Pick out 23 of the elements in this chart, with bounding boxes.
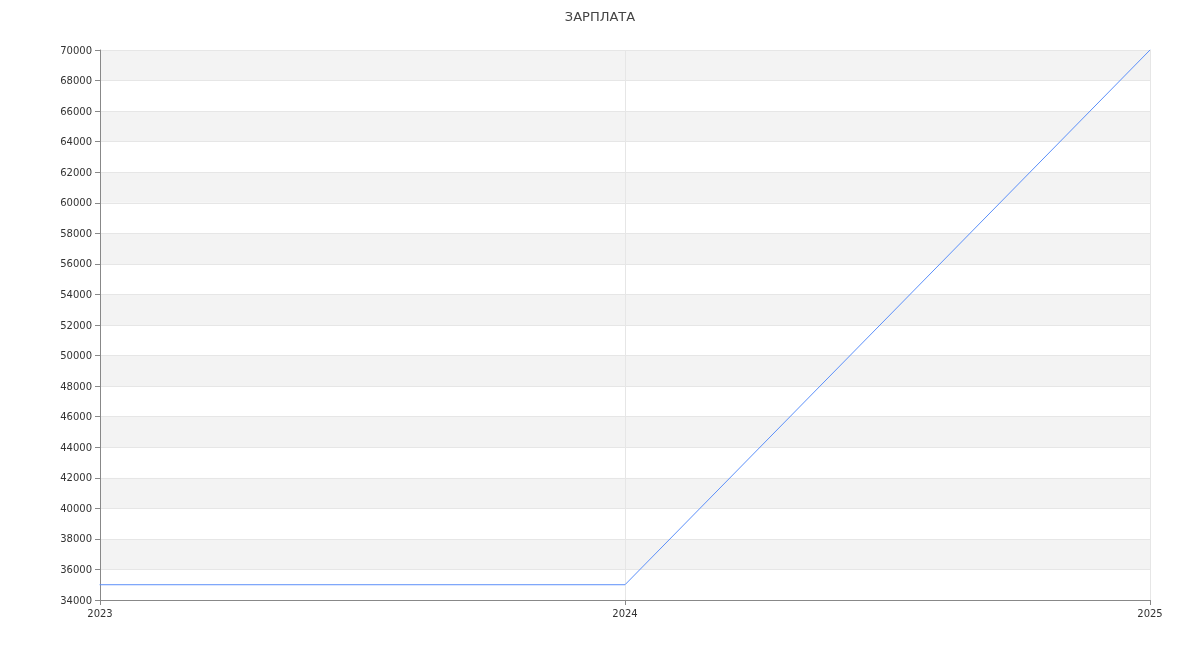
y-tick-label: 58000: [60, 227, 92, 239]
y-tick-label: 38000: [60, 533, 92, 545]
y-tick-label: 36000: [60, 563, 92, 575]
y-tick-label: 62000: [60, 166, 92, 178]
y-tick-label: 50000: [60, 350, 92, 362]
y-tick-label: 34000: [60, 594, 92, 606]
y-tick-label: 54000: [60, 288, 92, 300]
chart-title: ЗАРПЛАТА: [564, 9, 636, 24]
y-tick-label: 60000: [60, 197, 92, 209]
x-tick-label: 2025: [1137, 607, 1163, 619]
y-tick-label: 68000: [60, 75, 92, 87]
y-tick-label: 42000: [60, 472, 92, 484]
y-tick-label: 52000: [60, 319, 92, 331]
y-tick-label: 66000: [60, 105, 92, 117]
x-tick-label: 2023: [87, 607, 113, 619]
x-tick-label: 2024: [612, 607, 638, 619]
y-tick-label: 40000: [60, 502, 92, 514]
y-tick-label: 48000: [60, 380, 92, 392]
y-tick-label: 64000: [60, 136, 92, 148]
y-tick-label: 56000: [60, 258, 92, 270]
y-tick-label: 70000: [60, 44, 92, 56]
y-tick-label: 44000: [60, 441, 92, 453]
y-tick-label: 46000: [60, 411, 92, 423]
